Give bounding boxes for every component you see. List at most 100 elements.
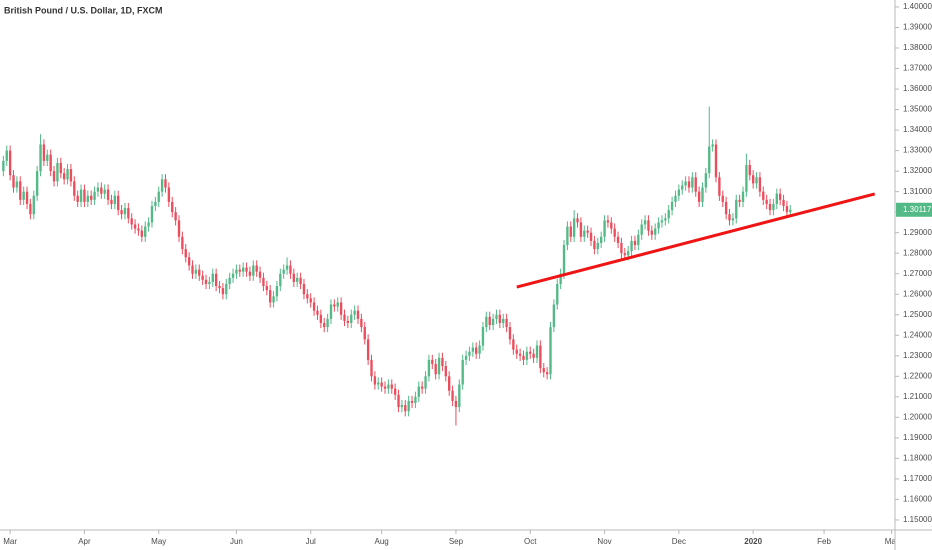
candle-body [620, 242, 623, 254]
candle-body [73, 181, 76, 196]
candle-body [745, 164, 748, 192]
candle-body [42, 144, 46, 161]
candle-body [755, 177, 758, 184]
y-tick-label: 1.26000 [903, 289, 932, 298]
candle-body [674, 195, 677, 202]
candle-body [29, 203, 32, 215]
candle-body [289, 265, 292, 274]
candle-body [613, 228, 616, 237]
candle-body [724, 201, 728, 215]
candle-body [606, 220, 610, 223]
candle-body [643, 220, 647, 225]
candle-body [708, 146, 711, 174]
candle-body [393, 388, 397, 395]
x-tick-label: Jul [306, 537, 316, 546]
candle-body [505, 318, 508, 328]
candle-body [221, 288, 225, 295]
candle-body [292, 273, 296, 282]
candle-body [515, 349, 518, 354]
candle-body [76, 195, 79, 202]
candle-body [417, 386, 420, 397]
y-axis: 1.15000 1.16000 1.17000 1.18000 1.19000 1.200… [895, 2, 932, 524]
candle-body [265, 286, 268, 291]
y-tick-label: 1.32000 [903, 166, 932, 175]
candle-body [684, 181, 687, 186]
candle-body [120, 210, 123, 215]
candle-body [498, 314, 502, 323]
candle-body [272, 296, 275, 303]
candle-body [5, 150, 8, 161]
candle-body [235, 269, 238, 274]
candle-body [279, 273, 282, 287]
candle-body [201, 275, 204, 280]
candle-body [333, 304, 336, 307]
x-tick-label: May [151, 537, 166, 546]
candle-body [586, 230, 589, 233]
y-tick-label: 1.22000 [903, 371, 932, 380]
candle-body [79, 189, 83, 202]
candle-body [204, 279, 208, 284]
candle-body [444, 366, 447, 377]
chart-title: British Pound / U.S. Dollar, 1D, FXCM [4, 5, 163, 15]
last-price-tag [896, 202, 932, 217]
candle-body [346, 320, 350, 323]
candle-body [627, 251, 630, 256]
candle-body [154, 201, 157, 207]
candle-body [110, 199, 113, 204]
y-tick-label: 1.23000 [903, 351, 932, 360]
candle-body [593, 240, 596, 250]
candle-body [69, 169, 73, 182]
x-tick-label: Jun [230, 537, 243, 546]
candle-body [96, 187, 100, 192]
candle-body [8, 150, 12, 176]
candle-body [147, 222, 150, 227]
candle-body [15, 181, 19, 188]
candle-body [471, 347, 475, 352]
candle-body [637, 234, 640, 245]
candle-body [495, 314, 498, 319]
candle-body [441, 357, 444, 367]
candle-body [93, 191, 96, 200]
candle-body [228, 277, 231, 284]
candle-body [775, 193, 778, 204]
candle-body [49, 154, 52, 172]
candle-body [164, 179, 167, 188]
candle-body [481, 327, 485, 346]
y-tick-label: 1.34000 [903, 125, 932, 134]
candle-body [427, 359, 431, 377]
candle-body [762, 191, 765, 200]
candle-body [218, 286, 221, 289]
candle-body [181, 236, 184, 250]
candle-body [262, 277, 265, 287]
candle-body [258, 271, 262, 278]
candle-body [579, 222, 583, 237]
y-tick-label: 1.17000 [903, 474, 932, 483]
candle-body [407, 400, 410, 412]
candle-body [640, 224, 643, 235]
candle-body [306, 294, 309, 299]
candle-body [86, 195, 89, 202]
candle-body [12, 175, 15, 188]
candle-body [697, 191, 701, 202]
candle-body [532, 353, 535, 358]
candle-body [19, 181, 22, 200]
candle-body [302, 283, 306, 295]
candle-body [248, 271, 252, 276]
x-tick-label: Dec [672, 537, 686, 546]
candle-body [502, 318, 505, 323]
candle-body [751, 175, 755, 184]
candle-body [623, 253, 626, 256]
candle-body [721, 195, 724, 202]
candle-body [319, 314, 323, 323]
candle-body [113, 195, 117, 204]
candle-body [451, 390, 454, 401]
candle-body [735, 199, 738, 219]
candle-body [214, 273, 218, 287]
candle-body [691, 177, 694, 188]
candle-body [485, 316, 488, 328]
candle-body [90, 195, 93, 200]
candle-body [701, 187, 704, 202]
candle-body [718, 177, 721, 196]
candle-body [488, 316, 491, 326]
candle-body [160, 179, 164, 192]
